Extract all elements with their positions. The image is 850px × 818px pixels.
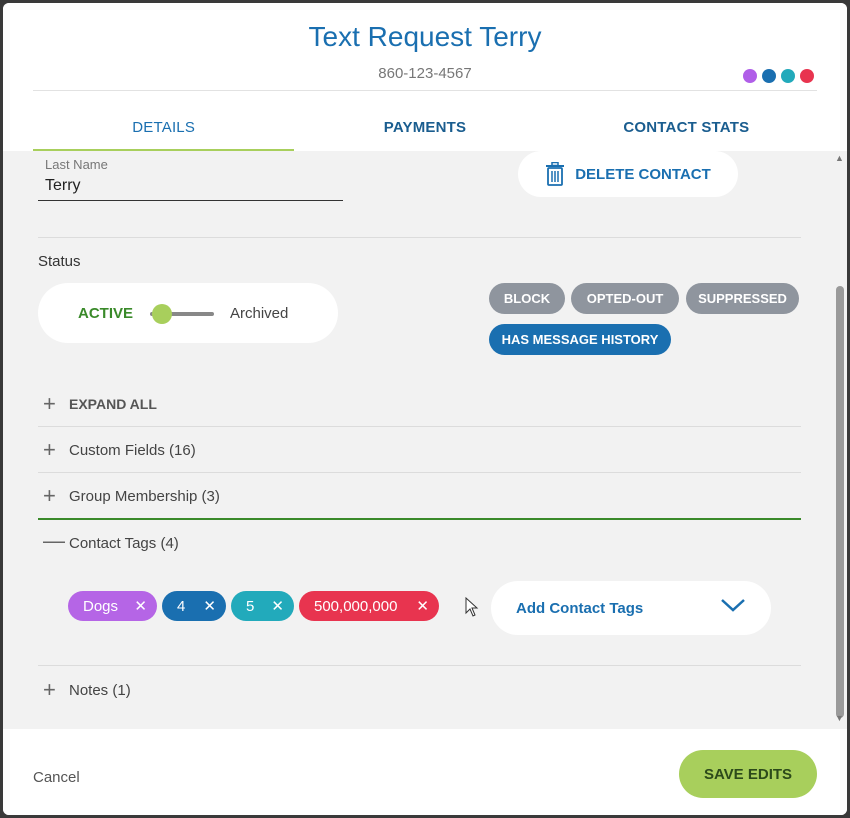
color-dot-blue[interactable] xyxy=(762,69,776,83)
contact-tag-4: 4 ✕ xyxy=(162,591,226,621)
modal-footer: Cancel SAVE EDITS xyxy=(3,729,847,815)
chevron-down-icon xyxy=(721,599,745,612)
scroll-up-arrow-icon[interactable]: ▲ xyxy=(835,153,844,163)
status-toggle-container: ACTIVE Archived xyxy=(38,283,338,343)
contact-tags-row[interactable]: — Contact Tags (4) xyxy=(38,520,801,566)
group-membership-label: Group Membership (3) xyxy=(69,488,220,505)
plus-icon: + xyxy=(43,391,56,416)
contact-tag-500000000: 500,000,000 ✕ xyxy=(299,591,439,621)
divider xyxy=(38,237,801,238)
delete-contact-label: DELETE CONTACT xyxy=(575,165,711,183)
tag-label: 500,000,000 xyxy=(314,597,398,615)
save-edits-button[interactable]: SAVE EDITS xyxy=(679,750,817,798)
tab-contact-stats[interactable]: CONTACT STATS xyxy=(623,119,750,136)
divider xyxy=(38,665,801,666)
tab-payments[interactable]: PAYMENTS xyxy=(383,119,467,136)
expand-all-label: EXPAND ALL xyxy=(69,396,157,412)
contact-tag-dogs: Dogs ✕ xyxy=(68,591,157,621)
tag-label: Dogs xyxy=(83,597,119,615)
contact-phone: 860-123-4567 xyxy=(378,65,472,82)
tab-details[interactable]: DETAILS xyxy=(33,107,295,151)
details-panel: Last Name Terry DELETE CONTACT Status AC… xyxy=(3,151,847,729)
divider xyxy=(38,472,801,473)
opted-out-badge[interactable]: OPTED-OUT xyxy=(571,283,679,314)
scrollbar[interactable]: ▲ ▼ xyxy=(833,151,847,729)
trash-icon xyxy=(546,162,565,186)
color-dot-purple[interactable] xyxy=(743,69,757,83)
last-name-input[interactable]: Terry xyxy=(38,173,343,201)
status-label: Status xyxy=(38,253,81,270)
group-membership-row[interactable]: + Group Membership (3) xyxy=(38,473,801,519)
modal-header: Text Request Terry 860-123-4567 DETAILS … xyxy=(3,3,847,151)
status-toggle-track[interactable] xyxy=(150,312,214,316)
scroll-down-arrow-icon[interactable]: ▼ xyxy=(835,713,844,723)
last-name-label: Last Name xyxy=(45,157,108,172)
remove-tag-icon[interactable]: ✕ xyxy=(203,598,216,615)
color-dot-red[interactable] xyxy=(800,69,814,83)
status-active-label[interactable]: ACTIVE xyxy=(78,305,134,322)
custom-fields-row[interactable]: + Custom Fields (16) xyxy=(38,427,801,473)
remove-tag-icon[interactable]: ✕ xyxy=(416,598,429,615)
expand-all-row[interactable]: + EXPAND ALL xyxy=(38,381,801,427)
scrollbar-thumb[interactable] xyxy=(836,286,844,718)
plus-icon: + xyxy=(43,677,56,702)
color-dots xyxy=(743,69,814,83)
header-divider xyxy=(33,90,817,91)
remove-tag-icon[interactable]: ✕ xyxy=(271,598,284,615)
tag-label: 5 xyxy=(246,597,255,615)
contact-tags-label: Contact Tags (4) xyxy=(69,535,179,552)
tab-bar: DETAILS PAYMENTS CONTACT STATS xyxy=(33,107,817,151)
minus-icon: — xyxy=(43,528,65,553)
plus-icon: + xyxy=(43,437,56,462)
edit-contact-modal: Text Request Terry 860-123-4567 DETAILS … xyxy=(3,3,847,815)
add-contact-tags-dropdown[interactable]: Add Contact Tags xyxy=(491,581,771,635)
suppressed-badge[interactable]: SUPPRESSED xyxy=(686,283,799,314)
add-contact-tags-label: Add Contact Tags xyxy=(516,600,644,617)
divider xyxy=(38,426,801,427)
plus-icon: + xyxy=(43,483,56,508)
contact-title: Text Request Terry xyxy=(308,21,542,52)
status-archived-label[interactable]: Archived xyxy=(230,305,289,322)
cancel-button[interactable]: Cancel xyxy=(33,769,80,786)
remove-tag-icon[interactable]: ✕ xyxy=(134,598,147,615)
color-dot-teal[interactable] xyxy=(781,69,795,83)
status-toggle-knob[interactable] xyxy=(152,304,172,324)
notes-row[interactable]: + Notes (1) xyxy=(38,667,801,713)
contact-tag-5: 5 ✕ xyxy=(231,591,294,621)
active-section-divider xyxy=(38,518,801,520)
delete-contact-button[interactable]: DELETE CONTACT xyxy=(518,151,738,197)
custom-fields-label: Custom Fields (16) xyxy=(69,442,196,459)
has-message-history-badge[interactable]: HAS MESSAGE HISTORY xyxy=(489,324,671,355)
tag-label: 4 xyxy=(177,597,186,615)
mouse-cursor-icon xyxy=(465,597,479,617)
notes-label: Notes (1) xyxy=(69,682,131,699)
block-badge[interactable]: BLOCK xyxy=(489,283,565,314)
